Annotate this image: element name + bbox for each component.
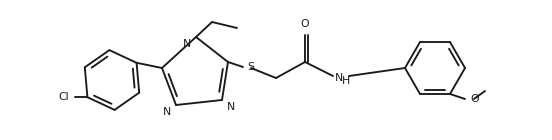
Text: N: N: [163, 107, 171, 117]
Text: N: N: [335, 73, 343, 83]
Text: O: O: [301, 19, 309, 29]
Text: N: N: [227, 102, 235, 112]
Text: O: O: [470, 94, 479, 104]
Text: H: H: [342, 76, 351, 86]
Text: N: N: [183, 39, 191, 49]
Text: S: S: [247, 62, 254, 72]
Text: Cl: Cl: [59, 92, 70, 102]
